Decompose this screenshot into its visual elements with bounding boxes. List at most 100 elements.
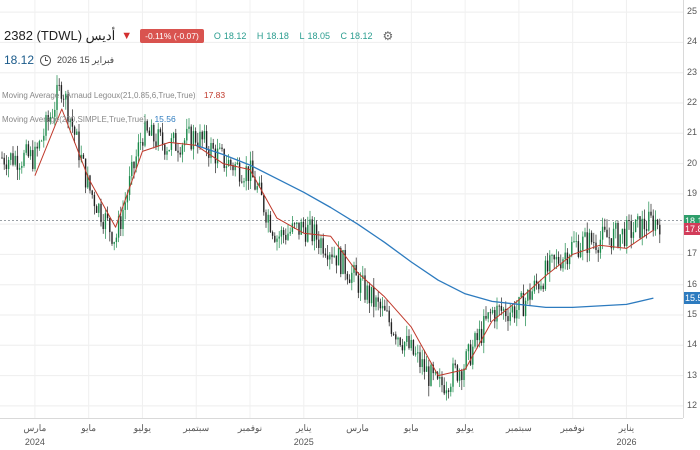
candle-body	[12, 153, 14, 165]
candle-body	[335, 255, 338, 266]
candle-body	[260, 182, 263, 196]
candle-body	[652, 215, 654, 231]
candle-body	[606, 229, 608, 238]
candle-body	[531, 291, 533, 300]
candle-body	[192, 131, 195, 150]
candle-body	[392, 333, 395, 335]
candle-body	[626, 220, 628, 246]
price-tick-label: 22	[687, 96, 698, 107]
candle-body	[447, 390, 450, 392]
price-axis[interactable]: 252423222120191817161514131218.117.815.5	[683, 0, 700, 418]
price-chart[interactable]	[0, 0, 683, 418]
candle-body	[159, 129, 162, 133]
candle-body	[155, 141, 157, 147]
candle-body	[205, 131, 208, 151]
candle-body	[373, 286, 375, 307]
candle-body	[122, 209, 124, 229]
candle-body	[619, 234, 621, 247]
candle-body	[69, 118, 71, 123]
candle-body	[344, 250, 346, 274]
candle-body	[18, 167, 21, 170]
low-key: L	[299, 31, 305, 41]
candle-body	[366, 285, 368, 300]
candle-body	[89, 175, 91, 191]
time-tick-label: يناير	[618, 423, 635, 433]
ohlc-values: O 18.12 H 18.18 L 18.05 C 18.12	[214, 31, 381, 41]
candle-body	[604, 226, 606, 230]
time-tick-label: يوليو	[456, 423, 474, 433]
candle-body	[450, 386, 452, 392]
candle-body	[439, 376, 441, 379]
sma200-line	[195, 144, 654, 309]
chart-plot-area[interactable]	[0, 0, 683, 418]
candle-body	[67, 93, 69, 123]
low-value: 18.05	[307, 31, 330, 41]
candle-body	[153, 124, 155, 142]
candle-body	[353, 265, 355, 273]
candle-body	[546, 260, 549, 272]
candle-body	[131, 161, 133, 177]
candle-body	[144, 121, 146, 146]
price-tick-label: 20	[687, 157, 698, 168]
candle-body	[520, 292, 522, 298]
gear-icon[interactable]: ⚙	[382, 29, 394, 43]
candle-body	[5, 164, 8, 169]
candle-body	[157, 129, 159, 147]
candle-body	[634, 219, 637, 233]
quote-date: فبراير 15 2026	[57, 54, 115, 65]
candle-body	[381, 305, 384, 309]
candle-body	[557, 256, 560, 264]
indicator-sma[interactable]: Moving Average(200,SIMPLE,True,True) 15.…	[2, 114, 176, 124]
candle-body	[516, 310, 518, 319]
candle-body	[164, 144, 166, 155]
candle-body	[291, 223, 294, 232]
candle-body	[469, 344, 472, 365]
candle-body	[212, 142, 214, 149]
candle-body	[32, 150, 34, 169]
candle-body	[397, 337, 399, 340]
price-tick-label: 21	[687, 127, 698, 138]
candle-body	[346, 273, 349, 280]
candle-body	[267, 214, 269, 223]
candle-body	[637, 216, 639, 220]
candle-body	[428, 366, 430, 386]
candle-body	[58, 84, 60, 86]
candlestick-series	[1, 75, 661, 401]
candle-body	[601, 226, 604, 240]
candle-body	[331, 254, 333, 258]
candle-body	[293, 223, 296, 225]
indicator-alma-label: Moving Average - Arnaud Legoux(21,0.85,6…	[2, 91, 196, 100]
time-tick-label: نوفمبر	[237, 423, 263, 433]
candle-body	[84, 158, 87, 188]
candle-body	[348, 279, 351, 283]
candle-body	[494, 310, 496, 322]
candle-body	[252, 160, 254, 178]
candle-body	[236, 162, 239, 165]
price-tick-label: 14	[687, 339, 698, 350]
candle-body	[555, 256, 558, 260]
candle-body	[304, 227, 307, 242]
time-tick-label: يوليو	[133, 423, 152, 433]
candle-body	[650, 211, 652, 216]
indicator-alma[interactable]: Moving Average - Arnaud Legoux(21,0.85,6…	[2, 90, 225, 100]
candle-body	[194, 131, 197, 143]
candle-body	[263, 195, 265, 213]
candle-body	[478, 328, 481, 341]
down-arrow-icon: ▼	[121, 30, 133, 42]
symbol-name: 2382 (TDWL) أديس	[4, 28, 116, 43]
candle-body	[7, 159, 10, 169]
candle-body	[410, 339, 412, 349]
time-axis[interactable]: مارس مايو يوليو سبتمبر نوفمبر يناير مارس مايو يو…	[0, 418, 683, 450]
candle-body	[487, 312, 489, 319]
clock-icon	[40, 54, 52, 66]
candle-body	[216, 148, 219, 164]
candle-body	[186, 128, 188, 141]
candle-body	[465, 351, 467, 369]
candle-body	[351, 272, 353, 283]
price-tick-label: 23	[687, 66, 698, 77]
candle-body	[311, 219, 313, 242]
candle-body	[117, 216, 120, 238]
candle-body	[285, 234, 287, 240]
candle-body	[265, 212, 267, 223]
candle-body	[639, 216, 641, 238]
